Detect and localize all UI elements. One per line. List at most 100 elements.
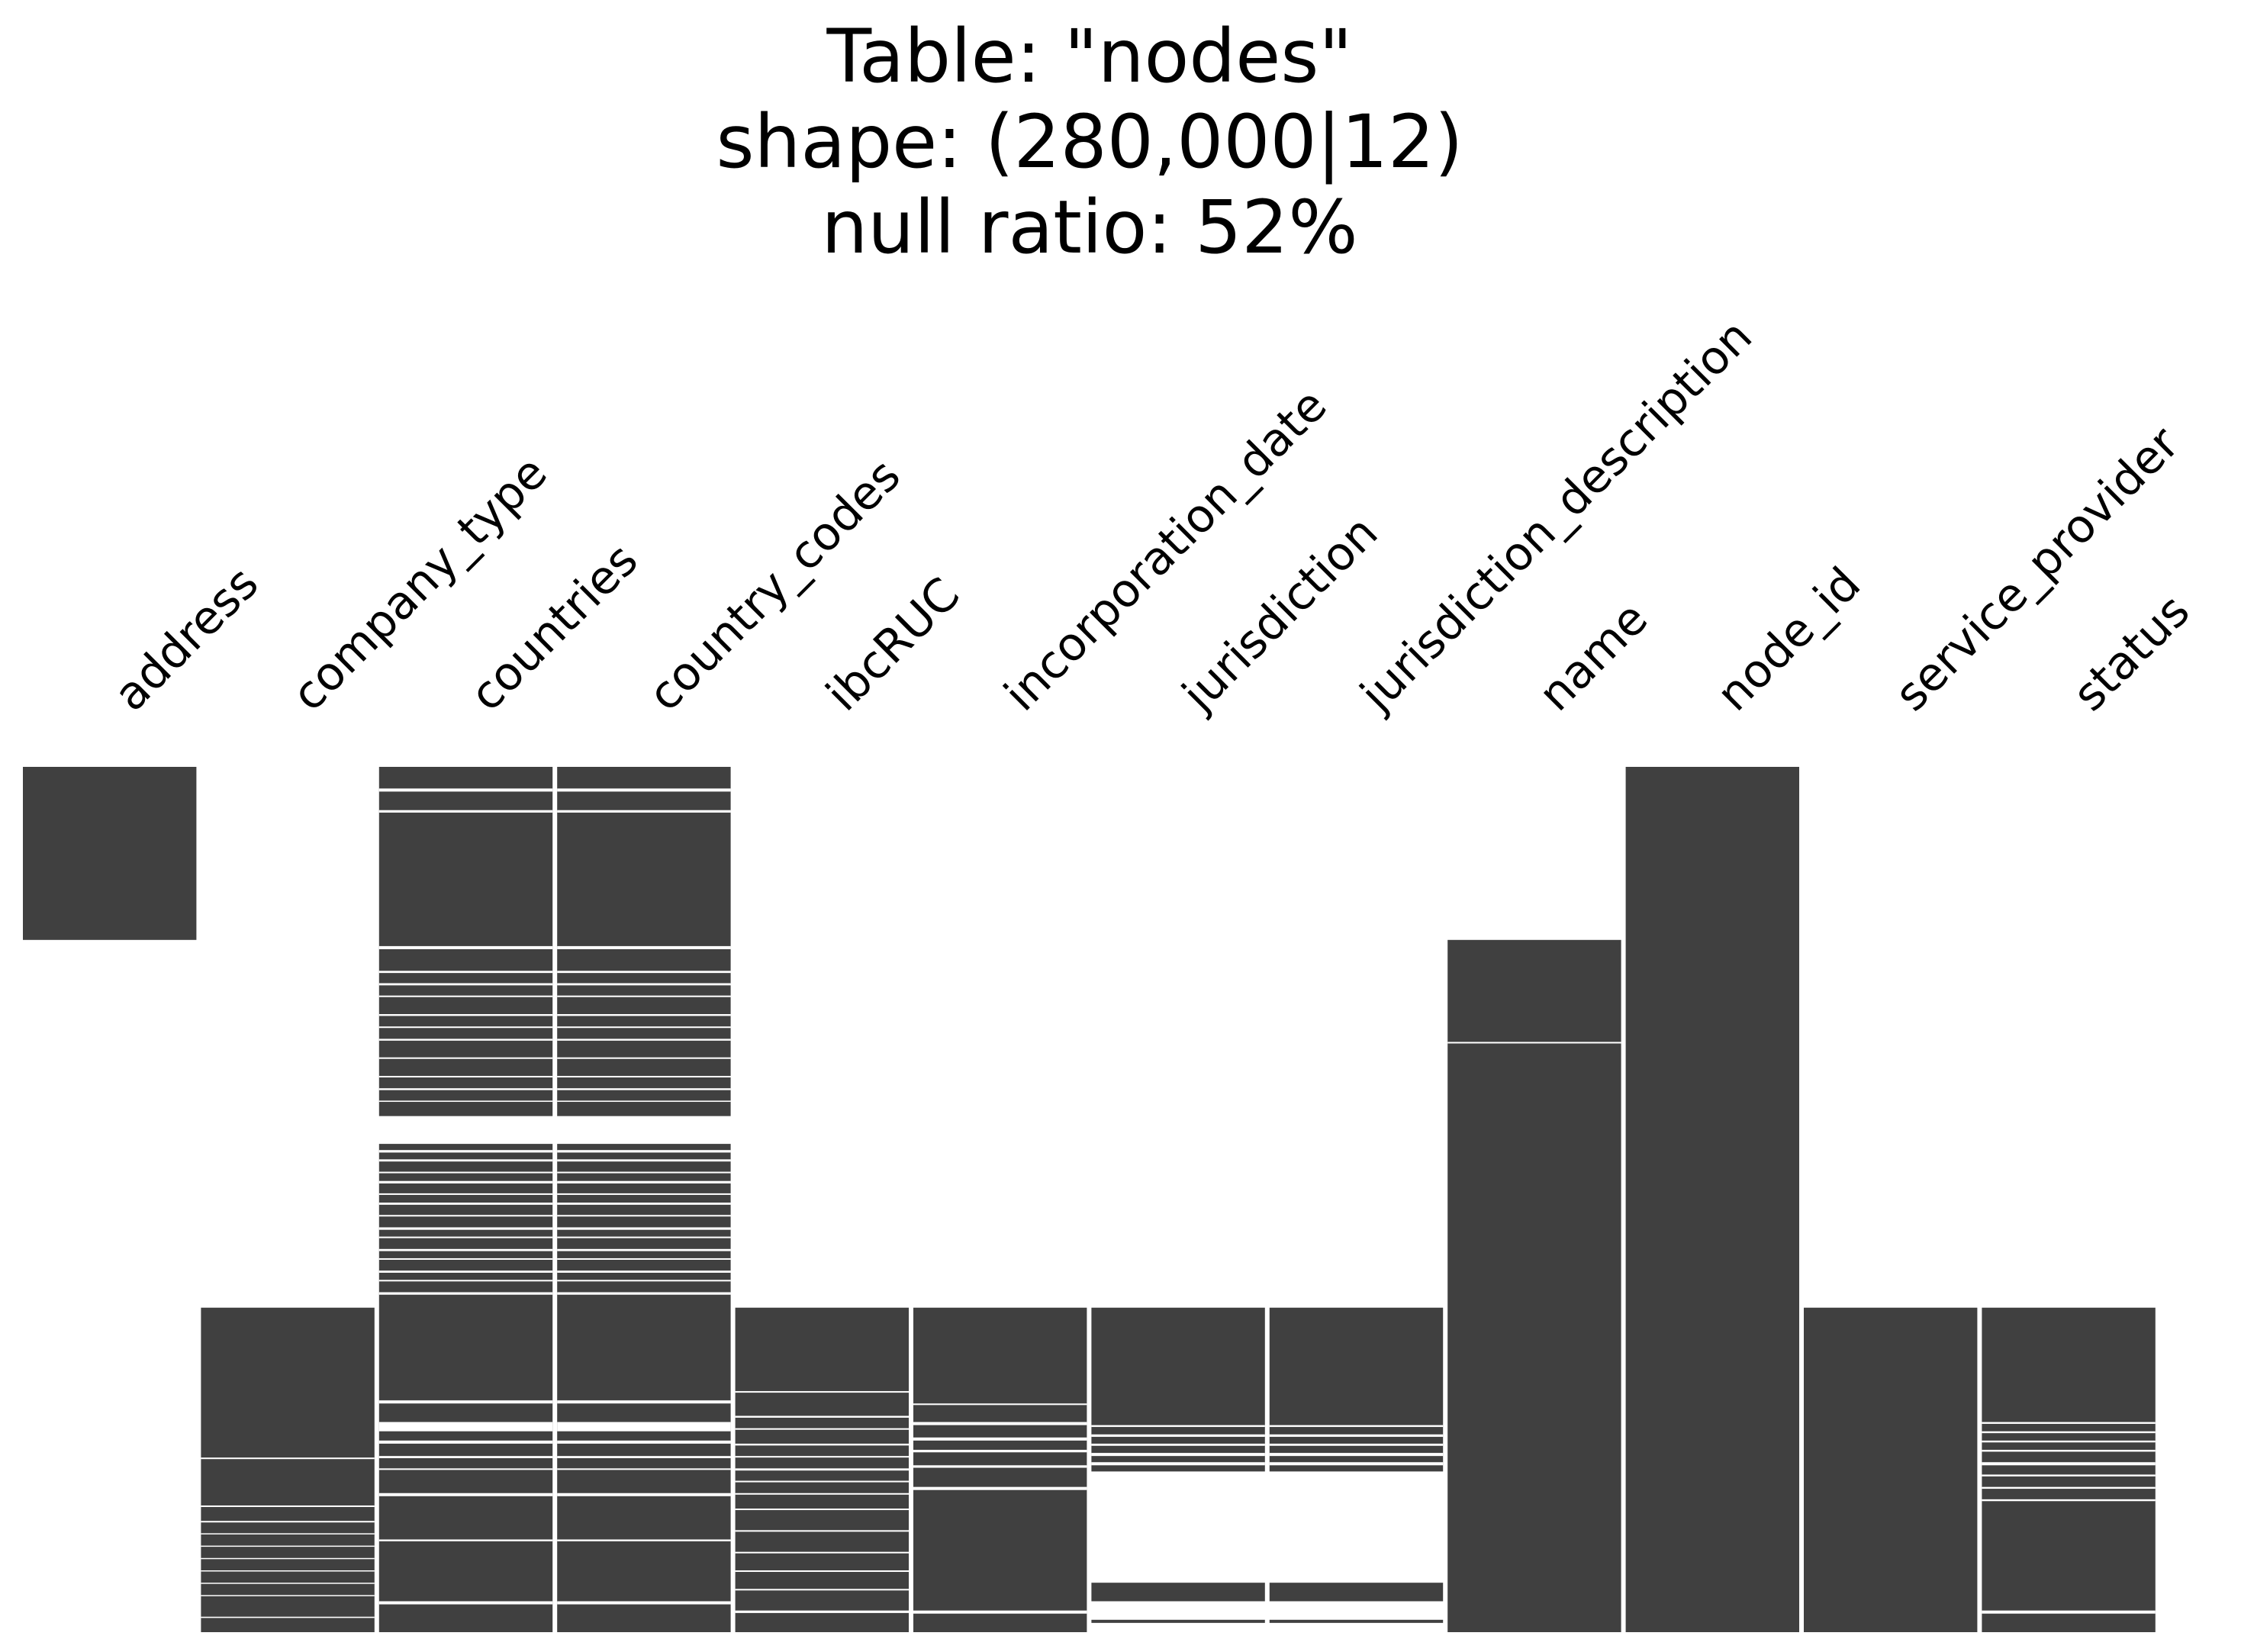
chart-title-line-2: shape: (280,000|12) [716, 99, 1463, 185]
missing-gap [378, 1057, 553, 1059]
missing-gap [201, 1616, 375, 1618]
missing-gap [913, 1403, 1087, 1406]
missing-gap [378, 995, 553, 997]
present-block [1091, 1583, 1265, 1602]
missing-gap [913, 1437, 1087, 1441]
missing-gap [557, 1193, 731, 1195]
missing-gap [557, 788, 731, 792]
missing-gap [378, 1248, 553, 1251]
missing-gap [378, 1468, 553, 1470]
present-block [1269, 1583, 1444, 1602]
missing-gap [735, 1589, 909, 1591]
present-block [1982, 1307, 2156, 1632]
missing-gap [1269, 1443, 1444, 1446]
missing-gap [557, 1039, 731, 1041]
chart-title: Table: "nodes" shape: (280,000|12) null … [716, 14, 1463, 270]
missing-gap [1269, 1425, 1444, 1428]
column-node-id [1625, 767, 1799, 1632]
column-ibcRUC [735, 1307, 909, 1632]
missing-gap [557, 971, 731, 974]
missing-gap [557, 1292, 731, 1295]
missing-gap [1447, 1042, 1621, 1044]
missing-gap [1269, 1453, 1444, 1457]
missing-gap [378, 945, 553, 949]
missing-gap [378, 810, 553, 813]
chart-title-line-3: null ratio: 52% [821, 185, 1357, 270]
present-block [557, 1144, 731, 1632]
missing-gap [1982, 1450, 2156, 1452]
missing-gap [378, 788, 553, 792]
missing-gap [378, 1171, 553, 1174]
missing-gap [378, 1159, 553, 1162]
present-block [1447, 939, 1621, 1632]
missing-gap [557, 1456, 731, 1458]
column-label-address: address [104, 556, 269, 721]
missing-gap [378, 1539, 553, 1541]
column-service-provider [1804, 1307, 1978, 1632]
missing-gap [1091, 1434, 1265, 1438]
missing-gap [557, 810, 731, 813]
missing-gap [735, 1570, 909, 1573]
missing-gap [557, 1215, 731, 1217]
missing-gap [557, 1248, 731, 1251]
column-jurisdiction [1091, 1307, 1265, 1623]
missing-gap [378, 1258, 553, 1260]
missing-gap [378, 1280, 553, 1282]
missing-gap [378, 1014, 553, 1016]
missing-gap [557, 1440, 731, 1444]
missing-gap [201, 1570, 375, 1572]
missing-gap [557, 1227, 731, 1230]
missing-gap [735, 1610, 909, 1613]
missing-gap [557, 1236, 731, 1238]
missing-gap [913, 1422, 1087, 1425]
column-address [23, 767, 197, 940]
missing-gap [378, 1400, 553, 1404]
present-block [23, 767, 197, 940]
missing-gap [557, 1539, 731, 1541]
missing-gap [378, 1292, 553, 1295]
missing-gap [1982, 1486, 2156, 1489]
missing-gap [735, 1443, 909, 1446]
present-block [1269, 1619, 1444, 1623]
present-block [1625, 767, 1799, 1632]
missing-gap [1982, 1499, 2156, 1502]
missing-gap [735, 1468, 909, 1471]
missing-gap [557, 1100, 731, 1103]
missing-gap [557, 1468, 731, 1470]
missing-gap [735, 1551, 909, 1554]
missing-gap [557, 1270, 731, 1273]
missing-gap [735, 1456, 909, 1458]
present-block [913, 1307, 1087, 1632]
missing-gap [557, 1493, 731, 1496]
missing-gap [378, 1088, 553, 1090]
missing-gap [1982, 1431, 2156, 1434]
missing-gap [378, 1039, 553, 1041]
missing-gap [913, 1450, 1087, 1453]
column-incorporation-date [913, 1307, 1087, 1632]
present-block [1269, 1307, 1444, 1472]
missing-gap [1982, 1462, 2156, 1466]
missing-gap [201, 1595, 375, 1596]
missing-gap [378, 1422, 553, 1431]
chart-title-line-1: Table: "nodes" [826, 14, 1352, 99]
missing-gap [201, 1521, 375, 1523]
missing-gap [378, 1215, 553, 1217]
missing-gap [557, 1150, 731, 1153]
column-label-incorporation-date: incorporation_date [994, 378, 1337, 721]
column-label-name: name [1528, 592, 1658, 722]
missing-gap [378, 1236, 553, 1238]
missing-gap [557, 1057, 731, 1059]
column-country-codes [557, 767, 731, 1632]
missing-gap [735, 1509, 909, 1511]
missing-gap [557, 1400, 731, 1404]
missing-gap [557, 1601, 731, 1605]
missing-gap [378, 1203, 553, 1205]
missing-gap [378, 1193, 553, 1195]
present-block [1091, 1307, 1265, 1472]
missing-gap [1091, 1462, 1265, 1466]
missing-gap [201, 1583, 375, 1584]
missing-gap [913, 1486, 1087, 1490]
present-block [1804, 1307, 1978, 1632]
missing-gap [557, 1159, 731, 1162]
missing-gap [378, 1026, 553, 1029]
